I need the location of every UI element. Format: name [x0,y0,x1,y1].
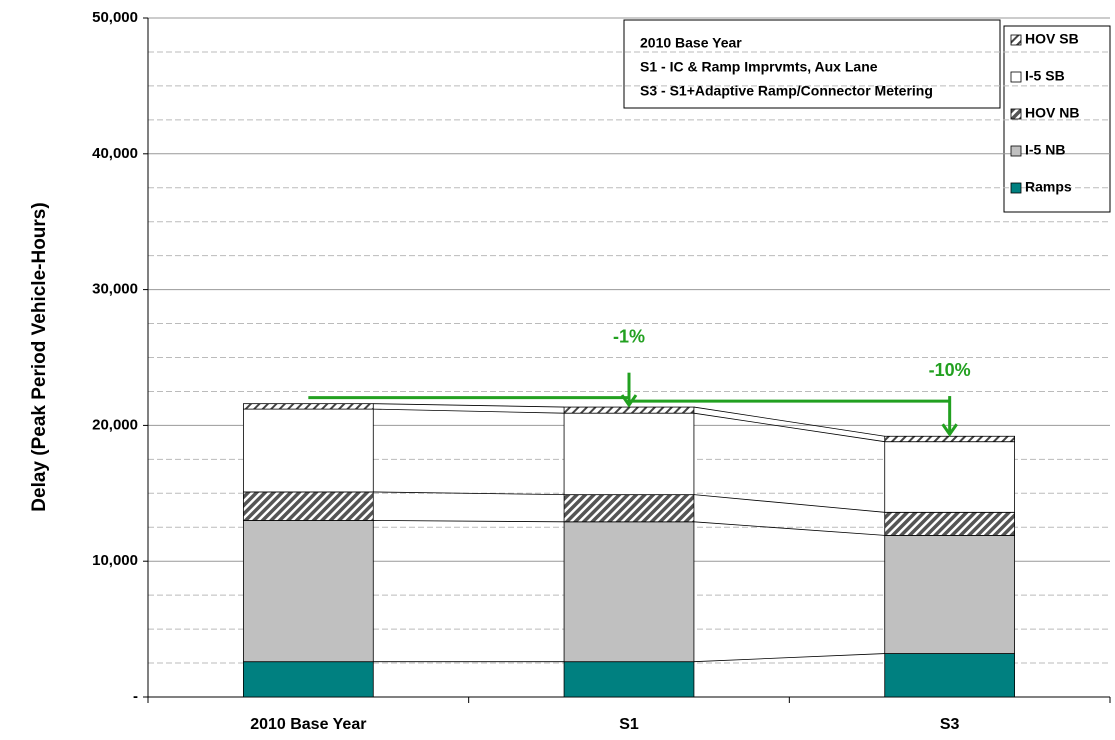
y-tick-label: - [133,688,138,705]
y-tick-label: 20,000 [92,416,138,433]
bar-segment [242,408,374,493]
x-tick-label: 2010 Base Year [250,716,366,733]
bar-segment [242,491,374,521]
bar-segment [884,441,1016,513]
bar-segment [563,494,695,523]
y-tick-label: 30,000 [92,281,138,298]
connector-line [693,521,885,536]
connector-line [373,403,565,408]
connector-line [693,653,885,663]
legend-label: Ramps [1025,179,1072,195]
legend-swatch [1010,108,1022,120]
category-note: S3 - S1+Adaptive Ramp/Connector Metering [640,83,933,99]
bar-segment [242,403,374,410]
bar-segment [884,653,1016,698]
legend-box [1003,25,1111,213]
connector-line [693,412,885,443]
bar-segment [563,521,695,663]
legend-swatch [1010,145,1022,157]
annotation-arrowhead [620,394,638,408]
bar-segment [563,412,695,496]
legend-label: I-5 NB [1025,142,1065,158]
connector-line [693,494,885,513]
legend-swatch [1010,182,1022,194]
y-tick-label: 10,000 [92,552,138,569]
x-tick-label: S1 [619,716,639,733]
legend-swatch [1010,34,1022,46]
bar-segment [563,661,695,698]
legend-label: I-5 SB [1025,68,1065,84]
bar-segment [884,511,1016,536]
connector-line [373,491,565,496]
bar-segment [563,406,695,414]
bar-segment [242,520,374,663]
legend-label: HOV NB [1025,105,1079,121]
y-tick-label: 40,000 [92,145,138,162]
connector-line [693,406,885,437]
bar-segment [884,435,1016,443]
annotation-label: -10% [929,360,971,380]
category-note: 2010 Base Year [640,35,742,51]
y-tick-label: 50,000 [92,9,138,26]
notes-box [623,19,1001,109]
y-axis-label: Delay (Peak Period Vehicle-Hours) [29,202,50,511]
annotation-label: -1% [613,326,645,346]
bar-segment [242,661,374,698]
connector-line [373,408,565,414]
annotation-arrowhead [941,423,958,437]
bar-segment [884,534,1016,654]
connector-line [373,520,565,523]
category-note: S1 - IC & Ramp Imprvmts, Aux Lane [640,59,878,75]
legend-label: HOV SB [1025,31,1079,47]
legend-swatch [1010,71,1022,83]
x-tick-label: S3 [940,716,960,733]
